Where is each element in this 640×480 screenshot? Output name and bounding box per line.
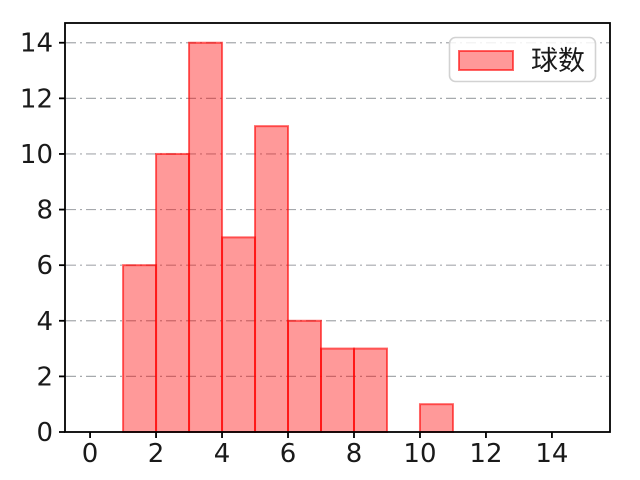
bar-x1-value-6 xyxy=(122,264,158,433)
y-tick-label-6: 6 xyxy=(36,251,53,281)
y-tick-label-4: 4 xyxy=(36,307,53,337)
x-tick-label-8: 8 xyxy=(346,439,363,469)
bar-x7-value-3 xyxy=(320,347,355,433)
x-tick-label-12: 12 xyxy=(469,439,502,469)
y-tick-label-14: 14 xyxy=(20,29,53,59)
x-tick-label-4: 4 xyxy=(214,439,231,469)
bar-x8-value-3 xyxy=(352,347,388,433)
legend-swatch-icon xyxy=(458,50,514,71)
x-tick-label-0: 0 xyxy=(82,439,99,469)
bar-x2-value-10 xyxy=(155,152,191,433)
axes-spines xyxy=(64,22,611,433)
bar-x6-value-4 xyxy=(287,319,323,433)
x-tick-label-6: 6 xyxy=(280,439,297,469)
y-axis: 0 2 4 6 8 10 12 14 xyxy=(20,29,65,448)
x-tick-label-14: 14 xyxy=(535,439,568,469)
y-tick-label-8: 8 xyxy=(36,196,53,226)
plot-border xyxy=(64,22,611,433)
bars xyxy=(122,41,454,434)
legend: 球数 xyxy=(448,36,597,83)
y-tick-label-10: 10 xyxy=(20,140,53,170)
bar-x3-value-14 xyxy=(188,41,224,433)
x-axis: 0 2 4 6 8 10 12 14 xyxy=(82,432,568,469)
legend-label: 球数 xyxy=(531,46,585,77)
y-tick-label-12: 12 xyxy=(20,84,53,114)
y-tick-label-0: 0 xyxy=(36,418,53,448)
bar-x5-value-11 xyxy=(254,125,290,434)
y-tick-label-2: 2 xyxy=(36,362,53,392)
x-tick-label-2: 2 xyxy=(148,439,165,469)
bar-x10-value-1 xyxy=(418,403,454,433)
bar-x4-value-7 xyxy=(221,236,257,433)
x-tick-label-10: 10 xyxy=(403,439,436,469)
